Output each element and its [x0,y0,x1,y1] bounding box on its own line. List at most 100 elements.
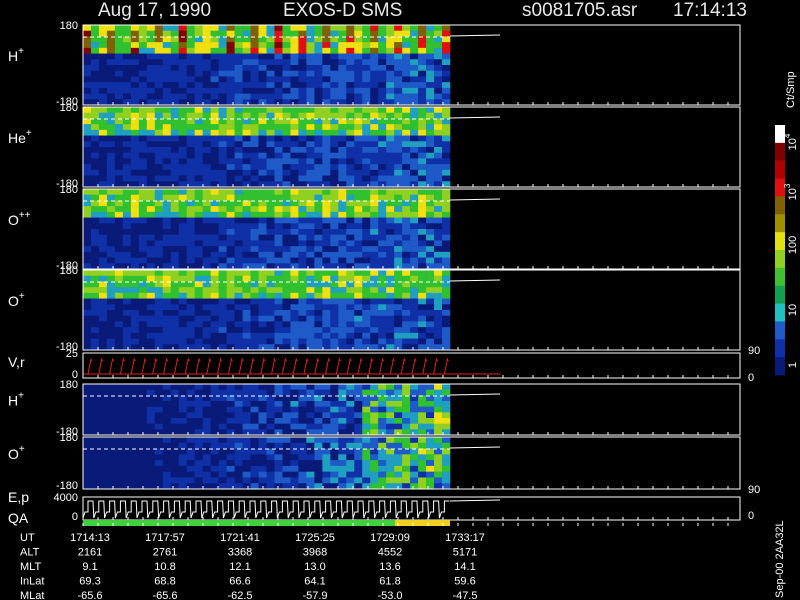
spectrogram-cell [426,298,435,305]
spectrogram-cell [170,211,180,218]
spectrogram-cell [98,234,108,241]
spectrogram-cell [186,164,195,171]
spectrogram-cell [226,412,235,419]
spectrogram-cell [114,327,124,334]
spectrogram-cell [162,107,172,114]
spectrogram-cell [106,406,116,413]
spectrogram-cell [194,200,203,207]
spectrogram-cell [106,141,116,148]
spectrogram-cell [210,223,219,230]
spectrogram-cell [410,454,419,461]
spectrogram-cell [394,401,403,407]
spectrogram-cell [410,70,419,77]
spectrogram-cell [410,384,419,390]
spectrogram-cell [306,471,315,478]
spectrogram-cell [218,406,227,413]
spectrogram-cell [234,30,243,37]
spectrogram-cell [202,53,211,60]
spectrogram-cell [146,194,156,201]
spectrogram-cell [194,454,203,461]
spectrogram-cell [242,483,251,490]
spectrogram-cell [122,181,132,188]
spectrogram-cell [162,263,172,270]
spectrogram-cell [402,327,411,334]
spectrogram-cell [170,229,180,236]
spectrogram-cell [434,310,443,317]
spectrogram-cell [282,164,291,171]
spectrogram-cell [250,211,259,218]
spectrogram-cell [210,332,219,339]
table-cell: 4552 [378,546,402,558]
spectrogram-cell [386,141,395,148]
spectrogram-cell [386,338,395,345]
spectrogram-cell [138,112,148,119]
spectrogram-cell [378,344,387,351]
spectrogram-cell [378,189,387,196]
spectrogram-cell [354,118,363,125]
spectrogram-cell [83,437,92,444]
spectrogram-cell [242,310,251,317]
spectrogram-cell [114,321,124,328]
spectrogram-cell [330,158,339,165]
spectrogram-cell [322,229,331,236]
spectrogram-cell [426,412,435,419]
spectrogram-cell [266,437,275,444]
spectrogram-cell [114,47,124,54]
spectrogram-cell [90,454,100,461]
spectrogram-cell [434,437,443,444]
spectrogram-cell [250,206,259,213]
spectrogram-cell [154,460,164,467]
colorbar-label-text: 10 [787,188,799,200]
spectrogram-cell [98,423,108,430]
spectrogram-cell [194,395,203,402]
spectrogram-cell [90,152,100,159]
spectrogram-cell [218,395,227,402]
spectrogram-cell [106,107,116,114]
spectrogram-cell [314,82,323,89]
spectrogram-cell [170,389,180,396]
spectrogram-cell [282,217,291,224]
spectrogram-cell [290,70,299,77]
spectrogram-cell [194,181,203,188]
spectrogram-cell [122,304,132,311]
spectrogram-cell [274,401,283,407]
spectrogram-cell [370,418,379,424]
spectrogram-cell [362,118,371,125]
spectrogram-cell [322,47,331,54]
spectrogram-cell [250,25,259,32]
spectrogram-cell [202,270,211,277]
spectrogram-cell [330,200,339,207]
spectrogram-cell [162,270,172,277]
spectrogram-cell [282,82,291,89]
spectrogram-cell [130,135,140,142]
spectrogram-cell [394,53,403,60]
spectrogram-cell [410,217,419,224]
spectrogram-cell [138,460,148,467]
spectrogram-cell [138,304,148,311]
spectrogram-cell [394,30,403,37]
spectrogram-cell [83,194,92,201]
spectrogram-cell [386,384,395,390]
spectrogram-cell [234,147,243,154]
spectrogram-cell [330,454,339,461]
spectrogram-cell [218,251,227,258]
spectrogram-cell [282,401,291,407]
panel-label: O+ [8,291,25,309]
spectrogram-cell [250,483,259,490]
spectrogram-cell [402,315,411,322]
spectrogram-cell [370,389,379,396]
spectrogram-cell [362,418,371,424]
spectrogram-cell [370,406,379,413]
spectrogram-cell [338,181,347,188]
spectrogram-cell [170,53,180,60]
spectrogram-cell [242,437,251,444]
spectrogram-cell [210,99,219,106]
spectrogram-cell [146,257,156,264]
spectrogram-cell [370,460,379,467]
spectrogram-cell [186,344,195,351]
spectrogram-cell [250,251,259,258]
spectrogram-cell [290,281,299,288]
spectrogram-cell [226,338,235,345]
spectrogram-cell [322,321,331,328]
spectrogram-cell [122,448,132,455]
